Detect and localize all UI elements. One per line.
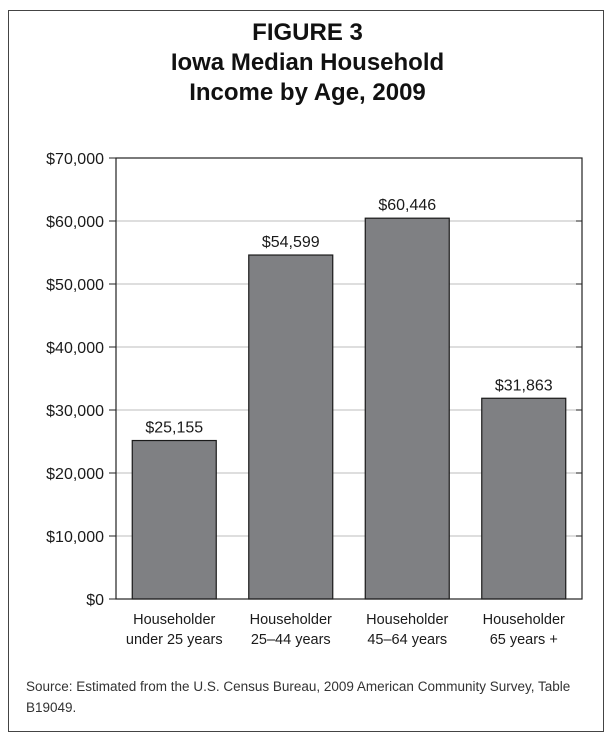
data-label: $54,599 [262, 234, 320, 251]
bar [364, 217, 450, 600]
x-tick-label: Householder [366, 612, 448, 628]
y-tick-label: $20,000 [46, 466, 104, 483]
x-tick-label: under 25 years [126, 632, 223, 648]
figure-frame [8, 10, 604, 732]
data-label: $31,863 [495, 377, 553, 394]
labels: $0 $10,000 $20,000 $30,000 $40,000 $50,000 $60… [46, 151, 565, 648]
x-tick-label: Householder [483, 612, 565, 628]
bar [248, 254, 334, 600]
y-tick-label: $0 [86, 592, 104, 609]
bar [131, 439, 217, 600]
data-label: $60,446 [378, 197, 436, 214]
x-tick-label: 65 years + [490, 632, 558, 648]
y-tick-label: $40,000 [46, 340, 104, 357]
axes [109, 157, 583, 600]
y-tick-label: $10,000 [46, 529, 104, 546]
y-tick-label: $70,000 [46, 151, 104, 168]
bars [131, 217, 567, 600]
source-note: Source: Estimated from the U.S. Census B… [26, 679, 571, 715]
data-label: $25,155 [145, 420, 203, 437]
chart-title-line-1: Iowa Median Household [170, 49, 445, 76]
y-tick-label: $50,000 [46, 277, 104, 294]
y-tick-label: $60,000 [46, 214, 104, 231]
x-tick-label: Householder [250, 612, 332, 628]
bar [481, 397, 567, 600]
x-tick-label: 45–64 years [367, 632, 447, 648]
y-tick-label: $30,000 [46, 403, 104, 420]
plot-area-border [115, 157, 583, 600]
x-tick-label: 25–44 years [251, 632, 331, 648]
chart-title-line-2: Income by Age, 2009 [189, 79, 426, 106]
x-tick-label: Householder [133, 612, 215, 628]
figure-label: FIGURE 3 [252, 19, 363, 46]
figure-title-block: FIGURE 3 Iowa Median Household Income by… [0, 18, 615, 108]
